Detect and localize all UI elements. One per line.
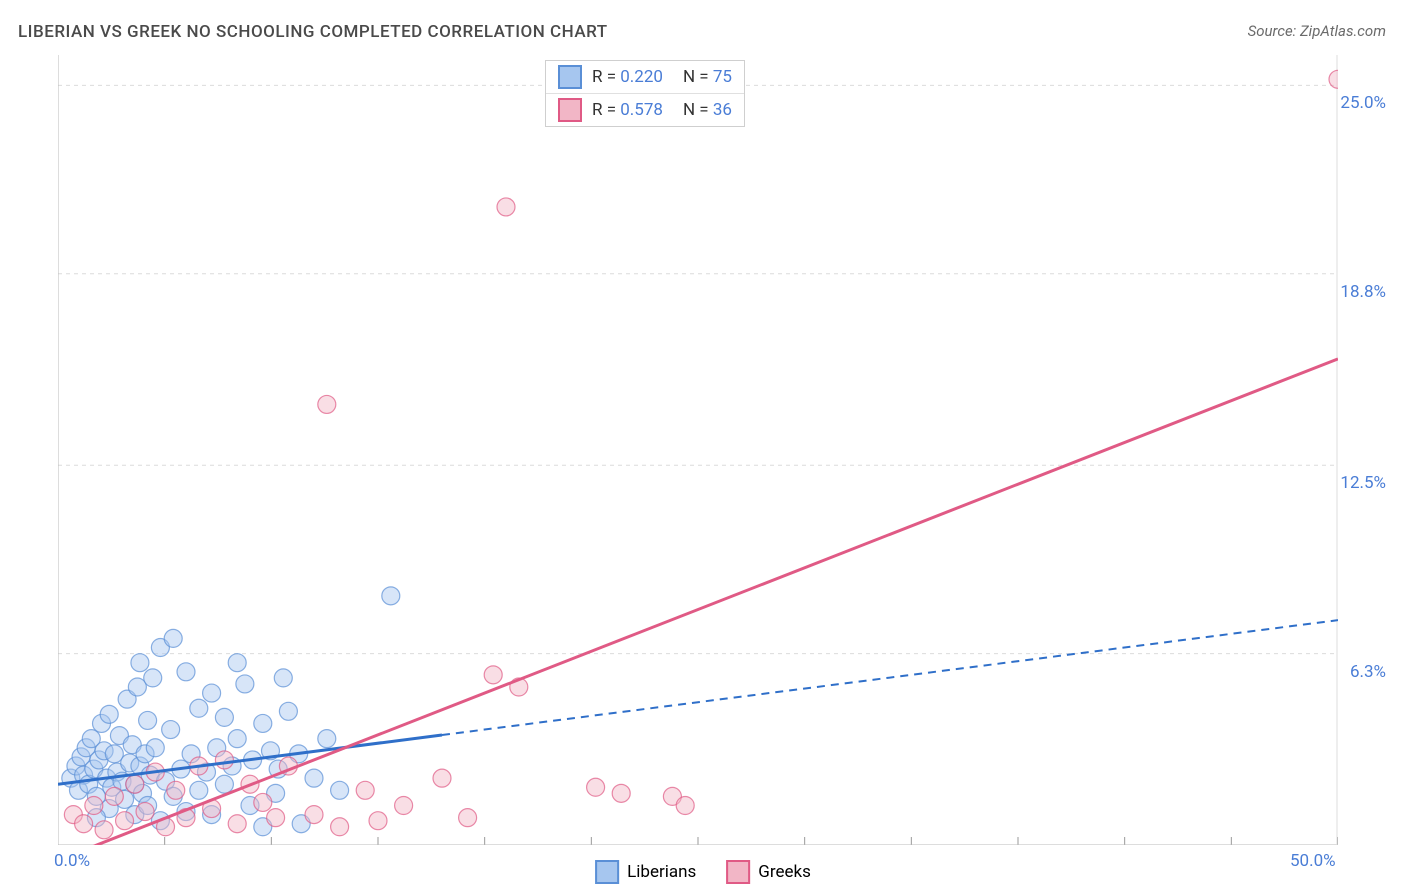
scatter-point xyxy=(75,815,93,833)
x-tick-label: 50.0% xyxy=(1290,851,1336,871)
scatter-point xyxy=(433,769,451,787)
stats-legend: R = 0.220 N = 75 R = 0.578 N = 36 xyxy=(545,60,745,127)
scatter-point xyxy=(382,587,400,605)
n-stat: N = 75 xyxy=(683,67,732,87)
scatter-point xyxy=(395,797,413,815)
scatter-point xyxy=(331,781,349,799)
scatter-point xyxy=(105,787,123,805)
r-stat: R = 0.578 xyxy=(592,100,663,120)
legend-item: Greeks xyxy=(726,860,811,884)
chart-title: LIBERIAN VS GREEK NO SCHOOLING COMPLETED… xyxy=(18,22,608,42)
series-legend: Liberians Greeks xyxy=(595,860,811,884)
scatter-point xyxy=(254,714,272,732)
stats-legend-row: R = 0.578 N = 36 xyxy=(546,93,744,126)
y-tick-label: 25.0% xyxy=(1340,93,1386,113)
n-stat: N = 36 xyxy=(683,100,732,120)
scatter-point xyxy=(215,775,233,793)
scatter-point xyxy=(190,781,208,799)
scatter-point xyxy=(676,797,694,815)
scatter-point xyxy=(203,684,221,702)
scatter-point xyxy=(612,784,630,802)
scatter-point xyxy=(146,739,164,757)
x-tick-label: 0.0% xyxy=(54,851,90,871)
scatter-point xyxy=(305,806,323,824)
scatter-point xyxy=(131,654,149,672)
scatter-svg xyxy=(58,55,1338,845)
scatter-point xyxy=(236,675,254,693)
y-tick-label: 6.3% xyxy=(1350,662,1386,682)
scatter-point xyxy=(136,803,154,821)
scatter-point xyxy=(139,711,157,729)
scatter-point xyxy=(100,705,118,723)
scatter-point xyxy=(95,821,113,839)
scatter-point xyxy=(305,769,323,787)
scatter-point xyxy=(228,815,246,833)
scatter-point xyxy=(459,809,477,827)
scatter-point xyxy=(164,629,182,647)
scatter-point xyxy=(167,781,185,799)
scatter-point xyxy=(162,721,180,739)
scatter-point xyxy=(190,699,208,717)
scatter-point xyxy=(497,198,515,216)
plot-area xyxy=(58,55,1338,845)
scatter-point xyxy=(587,778,605,796)
legend-swatch xyxy=(726,860,750,884)
scatter-point xyxy=(254,793,272,811)
scatter-point xyxy=(228,730,246,748)
legend-swatch xyxy=(558,65,582,89)
y-tick-label: 18.8% xyxy=(1340,282,1386,302)
scatter-point xyxy=(177,663,195,681)
legend-item: Liberians xyxy=(595,860,696,884)
scatter-point xyxy=(116,812,134,830)
y-tick-label: 12.5% xyxy=(1340,473,1386,493)
r-stat: R = 0.220 xyxy=(592,67,663,87)
scatter-point xyxy=(318,395,336,413)
scatter-point xyxy=(274,669,292,687)
stats-legend-row: R = 0.220 N = 75 xyxy=(546,61,744,93)
scatter-point xyxy=(484,666,502,684)
legend-label: Liberians xyxy=(627,862,696,882)
legend-swatch xyxy=(558,98,582,122)
legend-label: Greeks xyxy=(758,862,811,882)
source-credit: Source: ZipAtlas.com xyxy=(1248,22,1386,40)
scatter-point xyxy=(331,818,349,836)
scatter-point xyxy=(318,730,336,748)
scatter-point xyxy=(126,775,144,793)
scatter-point xyxy=(228,654,246,672)
scatter-point xyxy=(356,781,374,799)
scatter-point xyxy=(85,797,103,815)
scatter-point xyxy=(144,669,162,687)
scatter-point xyxy=(215,708,233,726)
scatter-point xyxy=(215,751,233,769)
scatter-point xyxy=(267,809,285,827)
legend-swatch xyxy=(595,860,619,884)
scatter-point xyxy=(369,812,387,830)
scatter-point xyxy=(279,702,297,720)
